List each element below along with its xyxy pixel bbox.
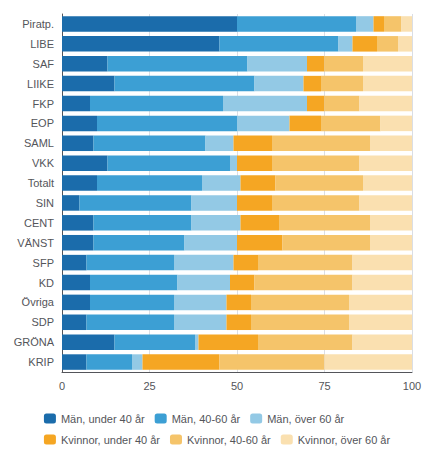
svg-text:Män, under 40 år: Män, under 40 år — [61, 413, 145, 425]
svg-text:EOP: EOP — [31, 117, 54, 129]
svg-text:Män, över 60 år: Män, över 60 år — [267, 413, 344, 425]
svg-text:SDP: SDP — [31, 316, 54, 328]
svg-text:VKK: VKK — [32, 157, 55, 169]
svg-text:VÄNST: VÄNST — [17, 237, 54, 249]
svg-text:GRÖNA: GRÖNA — [14, 336, 55, 348]
svg-text:50: 50 — [231, 380, 243, 392]
svg-text:KD: KD — [39, 277, 54, 289]
svg-text:25: 25 — [143, 380, 155, 392]
svg-text:KRIP: KRIP — [28, 356, 54, 368]
svg-text:CENT: CENT — [24, 217, 54, 229]
svg-text:Övriga: Övriga — [22, 296, 55, 308]
svg-text:SAF: SAF — [33, 58, 55, 70]
svg-text:Män, 40-60 år: Män, 40-60 år — [172, 413, 241, 425]
svg-text:Totalt: Totalt — [28, 177, 54, 189]
svg-text:100: 100 — [403, 380, 421, 392]
svg-text:SIN: SIN — [36, 197, 54, 209]
svg-text:0: 0 — [59, 380, 65, 392]
svg-text:LIIKE: LIIKE — [27, 78, 54, 90]
svg-text:Kvinnor, under 40 år: Kvinnor, under 40 år — [61, 434, 160, 446]
svg-text:Kvinnor, 40-60 år: Kvinnor, 40-60 år — [187, 434, 271, 446]
svg-text:SAML: SAML — [24, 137, 54, 149]
svg-text:FKP: FKP — [33, 98, 54, 110]
svg-text:LIBE: LIBE — [30, 38, 54, 50]
svg-text:Piratp.: Piratp. — [22, 18, 54, 30]
svg-text:Kvinnor, över 60 år: Kvinnor, över 60 år — [298, 434, 391, 446]
svg-text:SFP: SFP — [33, 257, 54, 269]
svg-text:75: 75 — [318, 380, 330, 392]
